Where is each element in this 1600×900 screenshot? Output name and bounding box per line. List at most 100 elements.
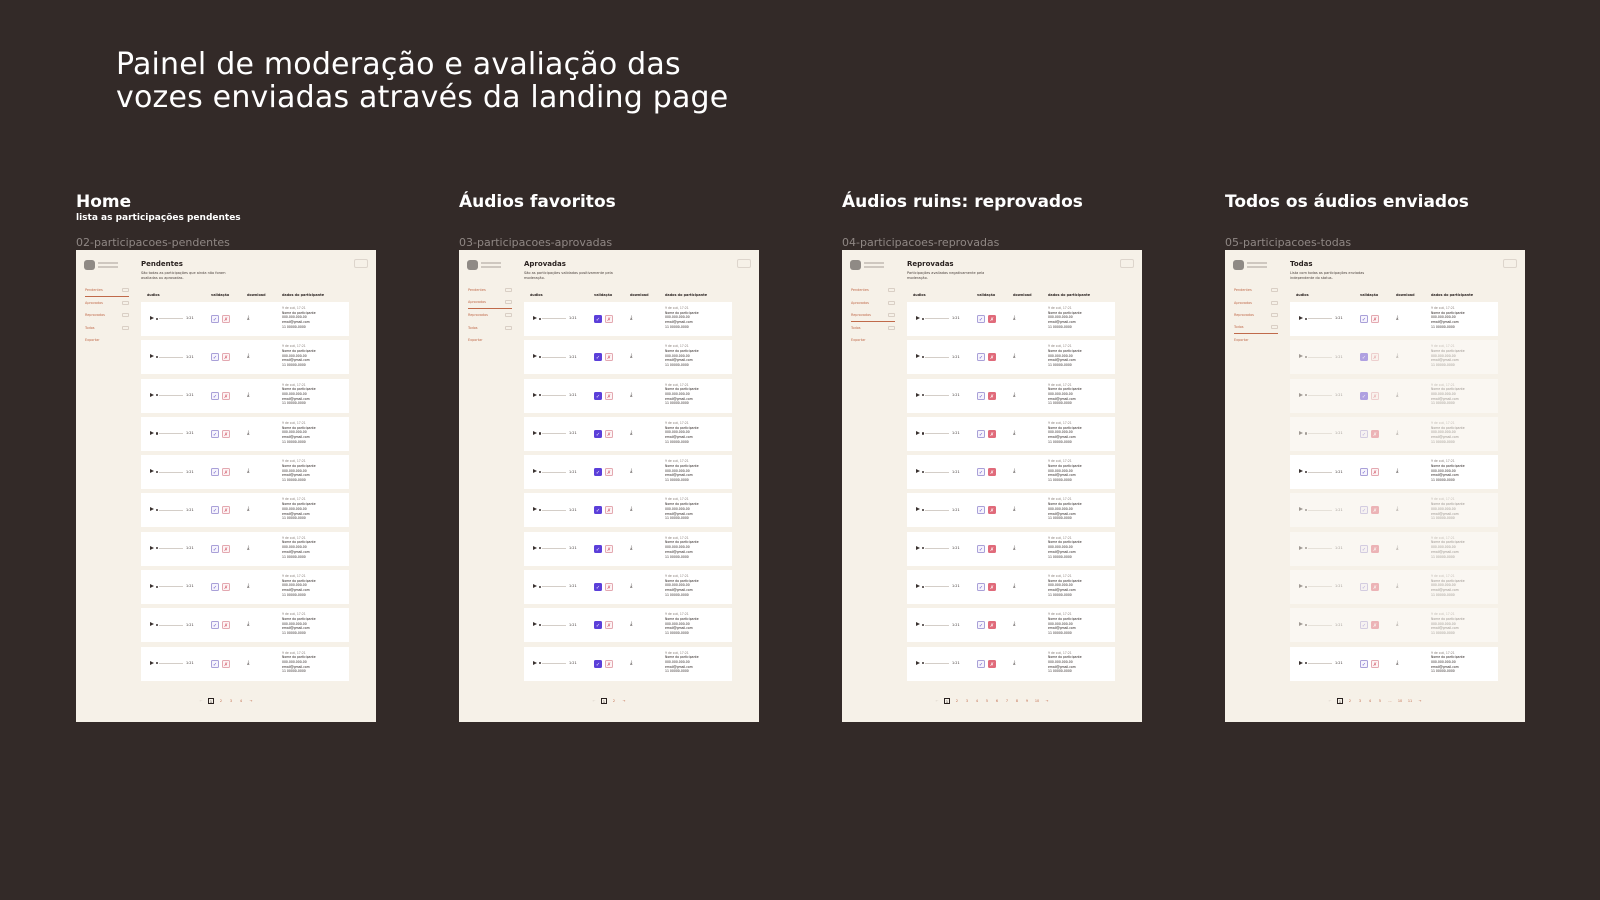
thumbs-up-icon[interactable]: ✓ bbox=[1360, 429, 1368, 438]
play-icon[interactable] bbox=[150, 316, 154, 320]
play-icon[interactable] bbox=[1299, 392, 1303, 397]
thumbs-down-icon[interactable]: ✗ bbox=[222, 429, 230, 438]
page-number[interactable]: 5 bbox=[1378, 699, 1382, 703]
playhead[interactable] bbox=[1305, 585, 1308, 588]
audio-progress[interactable] bbox=[1308, 394, 1332, 396]
sidebar-item-exportar[interactable]: Exportar bbox=[85, 334, 129, 347]
download-icon[interactable]: ⤓ bbox=[1013, 468, 1016, 475]
play-icon[interactable] bbox=[150, 584, 154, 589]
thumbs-up-icon[interactable]: ✓ bbox=[977, 391, 985, 400]
logout-button[interactable] bbox=[354, 259, 368, 268]
playhead[interactable] bbox=[922, 355, 925, 358]
audio-progress[interactable] bbox=[1308, 586, 1332, 588]
thumbs-down-icon[interactable]: ✗ bbox=[1371, 391, 1379, 400]
playhead[interactable] bbox=[1305, 623, 1308, 627]
playhead[interactable] bbox=[156, 355, 159, 358]
page-number[interactable]: 10 bbox=[1397, 699, 1403, 703]
playhead[interactable] bbox=[539, 623, 542, 627]
download-icon[interactable]: ⤓ bbox=[630, 621, 633, 628]
audio-progress[interactable] bbox=[159, 624, 183, 626]
audio-progress[interactable] bbox=[1308, 318, 1332, 319]
download-icon[interactable]: ⤓ bbox=[630, 391, 633, 398]
audio-progress[interactable] bbox=[159, 509, 183, 511]
thumbs-up-icon[interactable]: ✓ bbox=[594, 353, 602, 362]
download-icon[interactable]: ⤓ bbox=[1013, 659, 1016, 666]
thumbs-up-icon[interactable]: ✓ bbox=[211, 506, 219, 515]
download-icon[interactable]: ⤓ bbox=[1396, 468, 1399, 475]
sidebar-item-exportar[interactable]: Exportar bbox=[851, 334, 895, 347]
download-icon[interactable]: ⤓ bbox=[247, 468, 250, 475]
thumbs-up-icon[interactable]: ✓ bbox=[594, 391, 602, 400]
thumbs-up-icon[interactable]: ✓ bbox=[1360, 506, 1368, 515]
sidebar-item-pendentes[interactable]: Pendentes bbox=[468, 284, 512, 297]
play-icon[interactable] bbox=[916, 660, 920, 665]
thumbs-up-icon[interactable]: ✓ bbox=[977, 583, 985, 592]
thumbs-down-icon[interactable]: ✗ bbox=[605, 621, 613, 630]
sidebar-item-aprovados[interactable]: Aprovados bbox=[468, 297, 512, 309]
page-number[interactable]: 10 bbox=[1034, 699, 1040, 703]
playhead[interactable] bbox=[156, 585, 159, 588]
thumbs-down-icon[interactable]: ✗ bbox=[988, 506, 996, 515]
audio-progress[interactable] bbox=[542, 509, 566, 511]
download-icon[interactable]: ⤓ bbox=[630, 468, 633, 475]
play-icon[interactable] bbox=[916, 622, 920, 627]
previous-page-button[interactable]: ← bbox=[935, 699, 939, 703]
playhead[interactable] bbox=[1305, 432, 1308, 435]
audio-progress[interactable] bbox=[925, 394, 949, 396]
playhead[interactable] bbox=[539, 508, 542, 512]
page-number[interactable]: ... bbox=[1388, 699, 1392, 703]
thumbs-up-icon[interactable]: ✓ bbox=[594, 544, 602, 553]
thumbs-up-icon[interactable]: ✓ bbox=[1360, 315, 1368, 323]
page-number[interactable]: 3 bbox=[965, 699, 969, 703]
playhead[interactable] bbox=[156, 662, 159, 665]
download-icon[interactable]: ⤓ bbox=[1396, 391, 1399, 398]
playhead[interactable] bbox=[922, 623, 925, 627]
playhead[interactable] bbox=[922, 585, 925, 588]
thumbs-up-icon[interactable]: ✓ bbox=[977, 506, 985, 515]
page-number[interactable]: 3 bbox=[229, 699, 233, 703]
thumbs-down-icon[interactable]: ✗ bbox=[988, 659, 996, 668]
thumbs-up-icon[interactable]: ✓ bbox=[594, 506, 602, 515]
thumbs-up-icon[interactable]: ✓ bbox=[594, 429, 602, 438]
thumbs-up-icon[interactable]: ✓ bbox=[977, 544, 985, 553]
thumbs-up-icon[interactable]: ✓ bbox=[211, 391, 219, 400]
play-icon[interactable] bbox=[916, 545, 920, 550]
thumbs-up-icon[interactable]: ✓ bbox=[211, 583, 219, 592]
download-icon[interactable]: ⤓ bbox=[1013, 544, 1016, 551]
thumbs-up-icon[interactable]: ✓ bbox=[977, 315, 985, 323]
playhead[interactable] bbox=[156, 508, 159, 512]
thumbs-up-icon[interactable]: ✓ bbox=[1360, 391, 1368, 400]
play-icon[interactable] bbox=[1299, 316, 1303, 320]
thumbs-down-icon[interactable]: ✗ bbox=[222, 391, 230, 400]
thumbs-up-icon[interactable]: ✓ bbox=[977, 621, 985, 630]
play-icon[interactable] bbox=[916, 392, 920, 397]
playhead[interactable] bbox=[1305, 355, 1308, 358]
playhead[interactable] bbox=[156, 394, 159, 397]
play-icon[interactable] bbox=[1299, 545, 1303, 550]
playhead[interactable] bbox=[1305, 317, 1308, 320]
play-icon[interactable] bbox=[150, 660, 154, 665]
play-icon[interactable] bbox=[150, 430, 154, 435]
download-icon[interactable]: ⤓ bbox=[247, 544, 250, 551]
audio-progress[interactable] bbox=[925, 586, 949, 588]
audio-progress[interactable] bbox=[1308, 356, 1332, 358]
thumbs-down-icon[interactable]: ✗ bbox=[988, 391, 996, 400]
logout-button[interactable] bbox=[737, 259, 751, 268]
audio-progress[interactable] bbox=[159, 433, 183, 434]
play-icon[interactable] bbox=[150, 622, 154, 627]
download-icon[interactable]: ⤓ bbox=[630, 659, 633, 666]
audio-progress[interactable] bbox=[925, 356, 949, 358]
download-icon[interactable]: ⤓ bbox=[247, 315, 250, 321]
thumbs-up-icon[interactable]: ✓ bbox=[594, 468, 602, 477]
download-icon[interactable]: ⤓ bbox=[630, 506, 633, 513]
sidebar-item-aprovados[interactable]: Aprovados bbox=[851, 297, 895, 310]
thumbs-down-icon[interactable]: ✗ bbox=[1371, 468, 1379, 477]
audio-progress[interactable] bbox=[925, 548, 949, 549]
thumbs-down-icon[interactable]: ✗ bbox=[988, 544, 996, 553]
play-icon[interactable] bbox=[916, 430, 920, 435]
thumbs-down-icon[interactable]: ✗ bbox=[222, 583, 230, 592]
thumbs-down-icon[interactable]: ✗ bbox=[222, 468, 230, 477]
thumbs-up-icon[interactable]: ✓ bbox=[211, 544, 219, 553]
download-icon[interactable]: ⤓ bbox=[247, 506, 250, 513]
thumbs-down-icon[interactable]: ✗ bbox=[605, 391, 613, 400]
